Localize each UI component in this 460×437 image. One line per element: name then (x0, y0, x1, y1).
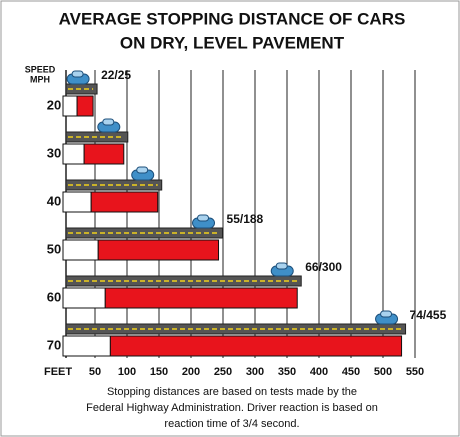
x-tick-label: 550 (406, 366, 424, 378)
x-tick-label: 200 (182, 366, 200, 378)
y-tick-label: 20 (47, 97, 61, 112)
chart-title: ON DRY, LEVEL PAVEMENT (120, 33, 345, 52)
bar-segment (110, 336, 401, 356)
bar-segment (77, 96, 93, 116)
footnote: Stopping distances are based on tests ma… (107, 386, 357, 398)
bar-segment (98, 240, 218, 260)
value-label: 22/25 (101, 68, 131, 82)
car-window (276, 263, 287, 269)
x-tick-label: 50 (89, 366, 101, 378)
x-tick-label: 150 (150, 366, 168, 378)
car-window (381, 311, 392, 317)
value-label: 74/455 (410, 308, 447, 322)
car-window (137, 167, 148, 173)
car-window (72, 71, 83, 77)
y-axis-label: SPEED (25, 64, 56, 74)
value-label: 66/300 (305, 260, 342, 274)
x-tick-label: 450 (342, 366, 360, 378)
x-tick-label: 300 (246, 366, 264, 378)
x-tick-label: 350 (278, 366, 296, 378)
y-tick-label: 30 (47, 145, 61, 160)
y-tick-label: 40 (47, 193, 61, 208)
bar-segment (84, 144, 124, 164)
value-label: 55/188 (227, 212, 264, 226)
footnote: reaction time of 3/4 second. (164, 418, 299, 430)
chart-title: AVERAGE STOPPING DISTANCE OF CARS (59, 9, 406, 28)
y-tick-label: 70 (47, 337, 61, 352)
bar-segment (105, 288, 297, 308)
x-tick-label: 400 (310, 366, 328, 378)
bar-segment (91, 192, 158, 212)
bar-segment (63, 240, 98, 260)
y-tick-label: 60 (47, 289, 61, 304)
chart: AVERAGE STOPPING DISTANCE OF CARS ON DRY… (0, 0, 460, 437)
car-window (103, 119, 114, 125)
footnote: Federal Highway Administration. Driver r… (86, 402, 378, 414)
y-axis-label: MPH (30, 74, 50, 84)
x-tick-label: 500 (374, 366, 392, 378)
y-tick-label: 50 (47, 241, 61, 256)
bar-segment (63, 192, 91, 212)
bar-segment (63, 144, 84, 164)
bar-segment (63, 336, 110, 356)
bar-segment (63, 288, 105, 308)
car-window (198, 215, 209, 221)
x-tick-label: 250 (214, 366, 232, 378)
x-axis-label: FEET (44, 366, 72, 378)
bar-segment (63, 96, 77, 116)
x-tick-label: 100 (118, 366, 136, 378)
